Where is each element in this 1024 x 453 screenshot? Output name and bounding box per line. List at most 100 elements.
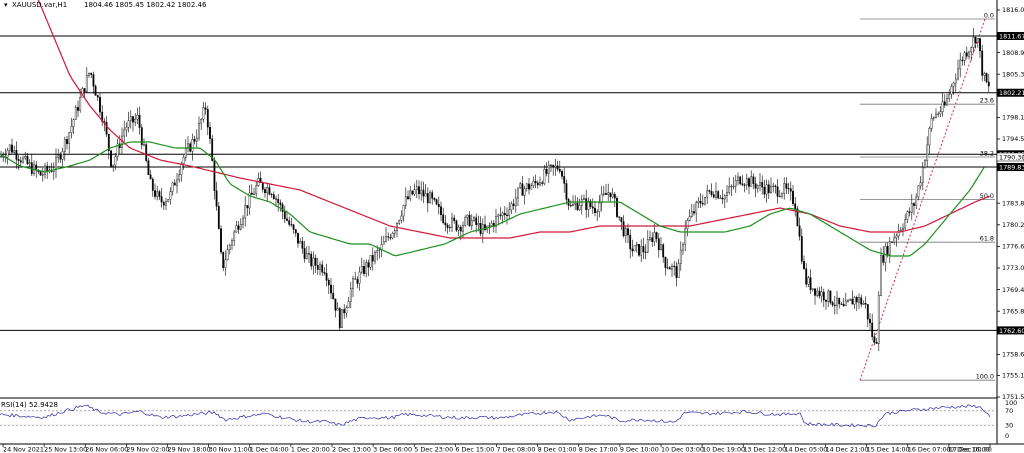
candle-body [17,159,20,161]
candle-body [206,109,209,128]
candle-body [352,278,354,289]
candle-body [462,225,464,232]
candle-body [921,167,924,183]
time-tick-label: 9 Dec 10:00 [620,446,659,453]
candle-body [895,235,898,239]
fibonacci-retracement[interactable]: 0.0 23.6 38.2 50.0 61.8 100.0 [859,12,995,381]
time-tick-label: 5 Dec 23:00 [414,446,453,453]
candle-body [858,297,860,303]
candle-body [539,182,541,186]
candle-body [140,127,143,146]
price-tick-label: 1758.60 [1002,351,1024,359]
candle-body [294,229,297,234]
candle-body [347,301,350,309]
candle-body [587,200,590,210]
candle-body [855,297,858,303]
candle-body [349,288,352,302]
candle-body [127,120,130,128]
candle-body [862,302,865,305]
candle-body [695,202,698,214]
candle-body [935,113,937,118]
candle-body [690,211,693,217]
candle-body [961,59,964,61]
candle-body [448,227,451,229]
candle-body [926,144,929,161]
candle-body [261,182,264,190]
candle-body [13,150,16,153]
fib-level-label: 0.0 [984,12,994,20]
candle-body [365,262,368,274]
candle-body [277,198,280,204]
candle-body [726,192,728,196]
candle-body [937,113,940,115]
rsi-line [0,404,991,428]
candle-body [250,192,253,195]
candle-body [180,163,183,175]
candle-body [908,211,911,213]
candle-body [237,225,240,230]
candle-body [794,203,797,209]
candle-body [638,244,640,256]
header-menu-icon[interactable]: ▾ [4,1,8,9]
candle-body [732,185,735,187]
candle-body [723,195,726,200]
candle-body [939,111,942,115]
candle-body [224,259,227,268]
candle-body [657,238,660,251]
candle-body [503,212,506,216]
candle-body [160,196,163,203]
candle-body [367,262,370,268]
candle-body [679,249,682,264]
ma-slow-line [37,0,991,239]
time-tick-label: 25 Nov 13:00 [44,446,87,453]
candle-body [759,182,761,186]
candle-body [605,193,607,195]
candle-body [877,295,880,344]
candle-body [981,50,984,76]
candle-body [497,214,500,217]
level-price-tag [997,163,1024,172]
level-price-tag [997,326,1024,335]
candle-body [631,248,634,252]
candle-body [891,241,893,243]
candle-body [404,196,407,206]
candle-body [459,226,462,232]
candle-body [583,198,585,200]
candle-body [704,197,706,205]
time-tick-label: 1 Dec 04:00 [250,446,289,453]
candle-body [112,164,115,167]
candle-body [640,246,643,256]
candle-body [809,277,812,290]
candle-body [565,183,568,200]
moving-averages [0,0,991,257]
candle-body [763,186,766,195]
candle-body [928,128,931,146]
candle-body [545,169,548,174]
candle-body [165,201,167,206]
fib-level-label: 100.0 [976,373,994,381]
candle-body [433,198,436,200]
candle-body [220,228,222,253]
candle-body [915,196,918,206]
candle-body [686,220,689,230]
candle-body [574,202,577,205]
candle-body [649,237,651,240]
candle-body [147,160,150,176]
candle-body [213,160,216,191]
candle-body [22,157,24,163]
candle-body [550,164,552,166]
candle-body [600,194,603,204]
candle-body [499,214,502,216]
price-tick-label: 1765.80 [1002,307,1024,315]
horizontal-levels[interactable] [0,35,997,331]
candle-body [57,154,60,158]
candle-body [805,268,808,285]
candle-body [0,155,2,158]
candle-body [11,144,13,153]
candle-body [341,309,343,328]
candle-body [774,185,777,187]
candle-body [765,184,768,195]
candle-body [886,246,889,255]
